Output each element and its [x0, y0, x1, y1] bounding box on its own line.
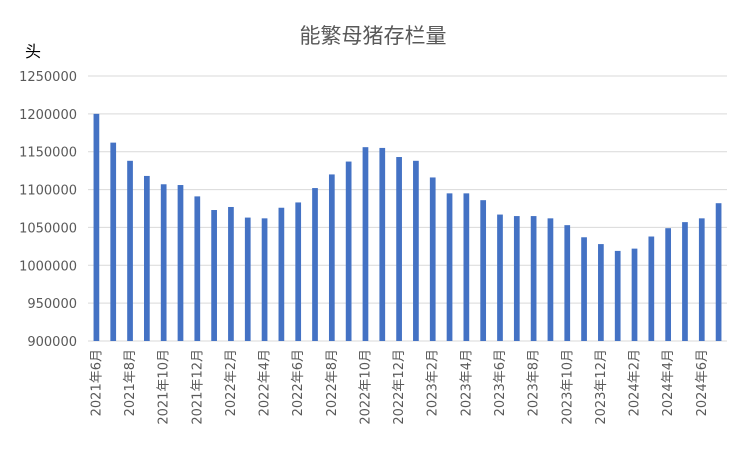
- x-tick-label: 2021年12月: [190, 349, 205, 425]
- bar: [396, 157, 402, 341]
- y-tick-label: 1150000: [19, 146, 77, 161]
- bar: [160, 184, 167, 341]
- bar: [244, 217, 251, 341]
- bar: [110, 142, 117, 341]
- bar: [429, 177, 436, 341]
- bar: [648, 236, 655, 341]
- bar: [295, 202, 302, 341]
- bar: [143, 175, 150, 341]
- bar: [682, 222, 688, 341]
- x-tick-label: 2024年4月: [661, 349, 676, 416]
- x-tick-label: 2023年12月: [594, 349, 609, 425]
- x-tick-label: 2022年6月: [291, 349, 306, 416]
- y-tick-label: 1250000: [19, 70, 77, 85]
- y-tick-label: 950000: [27, 297, 77, 312]
- y-tick-label: 900000: [27, 335, 77, 350]
- bar: [463, 193, 470, 341]
- x-tick-label: 2022年2月: [224, 349, 239, 416]
- bar: [194, 196, 201, 341]
- bar: [93, 113, 100, 341]
- bar: [211, 210, 217, 341]
- bar: [480, 200, 487, 341]
- y-axis-ticks: 900000 950000 1000000 1050000 1100000 1150000…: [19, 70, 77, 350]
- x-tick-label: 2021年10月: [157, 349, 172, 425]
- x-tick-label: 2023年6月: [493, 349, 508, 416]
- x-tick-label: 2024年6月: [695, 349, 710, 416]
- bar: [513, 216, 520, 341]
- x-tick-label: 2021年6月: [89, 349, 104, 416]
- bar: [127, 160, 133, 341]
- y-tick-label: 1000000: [19, 259, 77, 274]
- x-tick-label: 2022年12月: [392, 349, 407, 425]
- chart-title: 能繁母猪存栏量: [300, 24, 447, 48]
- bar: [665, 228, 672, 341]
- bar: [228, 206, 234, 341]
- bars: [93, 113, 722, 341]
- bar: [564, 225, 571, 341]
- bar: [614, 250, 621, 341]
- bar: [278, 207, 285, 341]
- bar: [631, 248, 638, 341]
- bar: [413, 160, 419, 341]
- x-tick-label: 2023年10月: [560, 349, 575, 425]
- y-tick-label: 1100000: [19, 184, 77, 199]
- bar: [698, 218, 705, 341]
- bar: [379, 147, 386, 341]
- x-tick-label: 2021年8月: [123, 349, 138, 416]
- bar: [362, 147, 369, 341]
- y-axis-unit-label: 头: [25, 42, 41, 61]
- x-tick-label: 2024年2月: [628, 349, 643, 416]
- bar: [328, 174, 335, 341]
- gridlines: [88, 75, 727, 342]
- bar: [446, 193, 453, 341]
- bar: [497, 214, 503, 341]
- bar: [547, 218, 554, 341]
- bar: [177, 185, 184, 341]
- bar: [345, 161, 352, 341]
- bar: [598, 244, 604, 341]
- x-axis-ticks: 2021年6月 2021年8月 2021年10月 2021年12月 2022年2月 202…: [89, 349, 709, 425]
- x-tick-label: 2022年8月: [325, 349, 340, 416]
- x-tick-label: 2023年8月: [527, 349, 542, 416]
- bar: [715, 203, 722, 341]
- bar: [581, 237, 587, 341]
- y-tick-label: 1200000: [19, 108, 77, 123]
- x-tick-label: 2023年2月: [426, 349, 441, 416]
- x-tick-label: 2023年4月: [459, 349, 474, 416]
- y-tick-label: 1050000: [19, 221, 77, 236]
- x-tick-label: 2022年4月: [258, 349, 273, 416]
- x-tick-label: 2022年10月: [358, 349, 373, 425]
- bar: [261, 218, 268, 341]
- bar: [530, 216, 537, 341]
- bar: [312, 188, 318, 341]
